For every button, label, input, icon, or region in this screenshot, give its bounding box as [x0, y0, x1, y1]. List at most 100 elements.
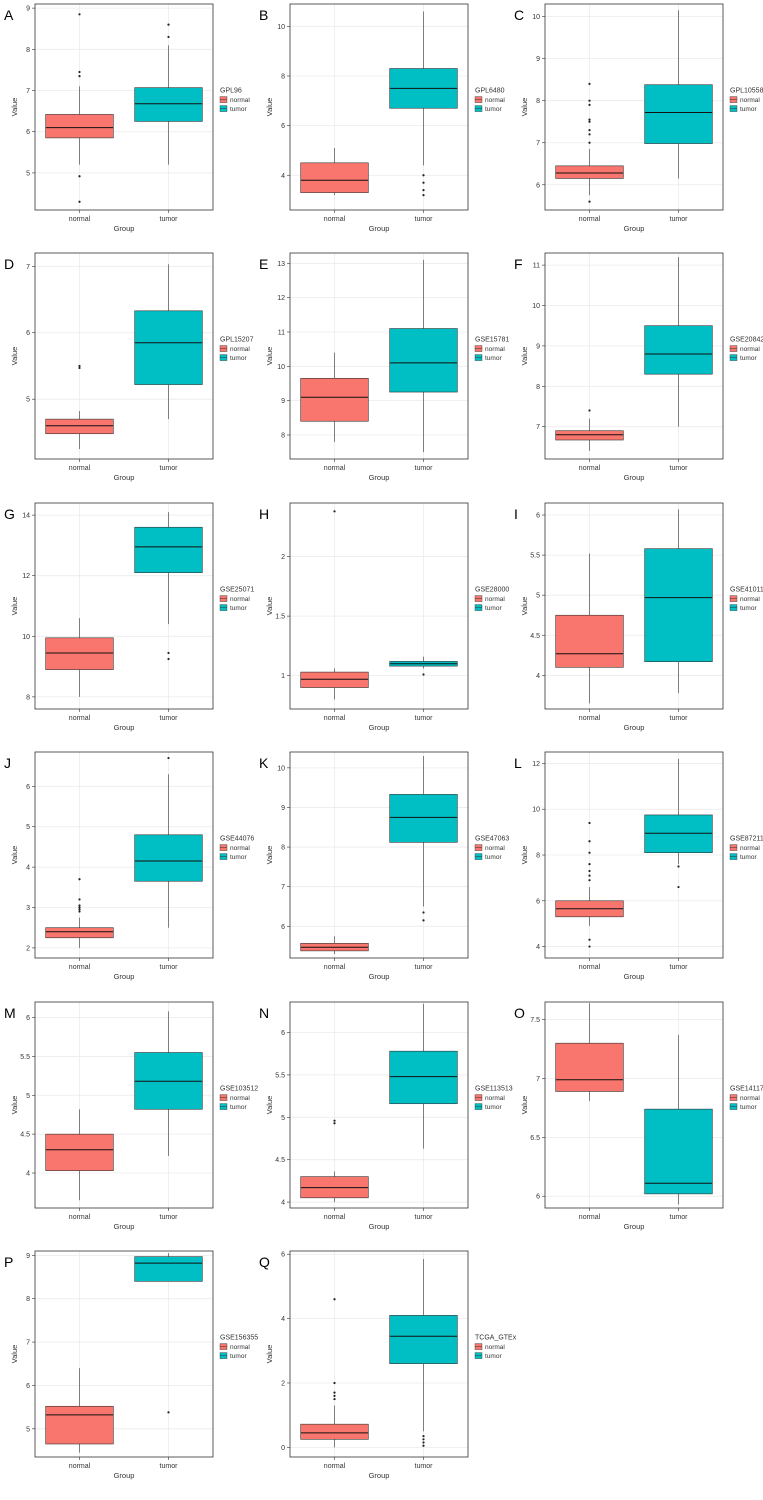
outlier-point [588, 118, 591, 121]
panel-label: Q [259, 1254, 270, 1270]
legend-entry: tumor [740, 605, 757, 612]
legend-entry: tumor [485, 106, 502, 113]
y-tick-label: 5 [26, 397, 30, 404]
panel-label: C [514, 7, 524, 23]
y-tick-label: 12 [277, 295, 285, 302]
x-tick-label: tumor [415, 1214, 434, 1221]
y-tick-label: 6 [536, 1194, 540, 1201]
plot-border [544, 502, 724, 710]
legend-entry: normal [230, 1344, 250, 1351]
y-tick-label: 14 [22, 513, 30, 520]
y-tick-label: 5 [26, 1093, 30, 1100]
y-tick-label: 10 [277, 364, 285, 371]
legend-entry: tumor [230, 854, 247, 861]
box-tumor [134, 310, 203, 385]
outlier-point [78, 70, 81, 74]
plot-border [544, 1001, 724, 1209]
y-tick-label: 9 [26, 6, 30, 13]
outlier-point [333, 1394, 336, 1397]
box-normal [45, 1405, 114, 1445]
y-tick-label: 8 [26, 694, 30, 701]
outlier-point [588, 821, 591, 825]
x-tick-label: normal [69, 465, 91, 472]
outlier-point [333, 1119, 336, 1122]
outlier-point [78, 364, 81, 368]
x-tick-label: tumor [415, 1463, 434, 1470]
y-axis-title: Value [10, 347, 19, 366]
x-tick-label: normal [69, 1214, 91, 1221]
y-tick-label: 6 [536, 513, 540, 520]
x-axis-title: Group [624, 723, 645, 732]
y-axis-title: Value [265, 597, 274, 616]
y-tick-label: 5.5 [20, 1054, 30, 1061]
legend-title: GPL96 [220, 88, 242, 95]
outlier-point [422, 673, 425, 676]
y-tick-label: 11 [278, 329, 285, 336]
plot-border [289, 252, 469, 460]
x-tick-label: tumor [160, 216, 179, 223]
y-tick-label: 4.5 [20, 1132, 30, 1139]
y-tick-label: 8 [536, 98, 540, 105]
outlier-point [167, 657, 170, 661]
box-tumor [134, 526, 203, 573]
box-normal [45, 1133, 114, 1171]
y-tick-label: 5 [26, 170, 30, 177]
legend-entry: normal [740, 845, 760, 852]
x-tick-label: normal [324, 964, 346, 971]
x-tick-label: normal [579, 715, 601, 722]
x-axis-title: Group [114, 972, 135, 981]
outlier-point [78, 906, 81, 909]
y-tick-label: 12 [22, 573, 30, 580]
outlier-point [588, 840, 591, 843]
x-tick-label: normal [324, 1463, 346, 1470]
x-tick-label: tumor [415, 715, 434, 722]
panel-label: E [259, 256, 268, 272]
x-tick-label: normal [579, 1214, 601, 1221]
y-tick-label: 6 [26, 784, 30, 791]
outlier-point [588, 863, 591, 866]
y-tick-label: 10 [22, 634, 30, 641]
panel-b: 4 6 8 10 normal tumor Group Value B GPL6480 normal… [259, 3, 505, 233]
legend-entry: normal [740, 1095, 760, 1102]
legend-entry: normal [230, 845, 250, 852]
legend-title: GPL10558 [730, 88, 763, 95]
y-tick-label: 7 [26, 88, 30, 95]
box-normal [300, 1423, 369, 1440]
y-tick-label: 10 [532, 807, 540, 814]
x-tick-label: normal [69, 715, 91, 722]
y-axis-title: Value [265, 347, 274, 366]
outlier-point [422, 1438, 425, 1441]
box-tumor [644, 84, 713, 144]
y-tick-label: 10 [277, 24, 285, 31]
x-tick-label: tumor [670, 964, 689, 971]
legend-entry: normal [230, 596, 250, 603]
outlier-point [588, 99, 591, 102]
legend-entry: tumor [740, 854, 757, 861]
box-normal [300, 378, 369, 422]
legend-title: GSE20842 [730, 337, 763, 344]
panel-n: 4 4.5 5 5.5 6 normal tumor Group Value N GSE113513… [259, 1001, 513, 1231]
y-tick-label: 1.5 [275, 614, 285, 621]
plot-border [34, 3, 214, 211]
box-normal [45, 927, 114, 939]
x-tick-label: tumor [670, 465, 689, 472]
x-axis-title: Group [624, 224, 645, 233]
y-tick-label: 2 [281, 554, 285, 561]
box-tumor [644, 1108, 713, 1195]
y-tick-label: 11 [533, 263, 540, 270]
box-normal [300, 162, 369, 193]
legend-entry: normal [485, 1095, 505, 1102]
box-tumor [389, 794, 458, 843]
x-tick-label: tumor [415, 964, 434, 971]
legend-entry: normal [230, 346, 250, 353]
panel-a: 5 6 7 8 9 normal tumor Group Value A GPL96 normal tu… [4, 3, 250, 233]
y-tick-label: 5 [536, 593, 540, 600]
panel-label: J [4, 755, 11, 771]
y-tick-label: 6 [281, 1030, 285, 1037]
box-normal [45, 114, 114, 139]
x-tick-label: normal [324, 715, 346, 722]
x-tick-label: normal [579, 465, 601, 472]
outlier-point [422, 1444, 425, 1447]
box-tumor [644, 325, 713, 375]
panel-c: 6 7 8 9 10 normal tumor Group Value C GPL10558 norm… [514, 3, 763, 233]
